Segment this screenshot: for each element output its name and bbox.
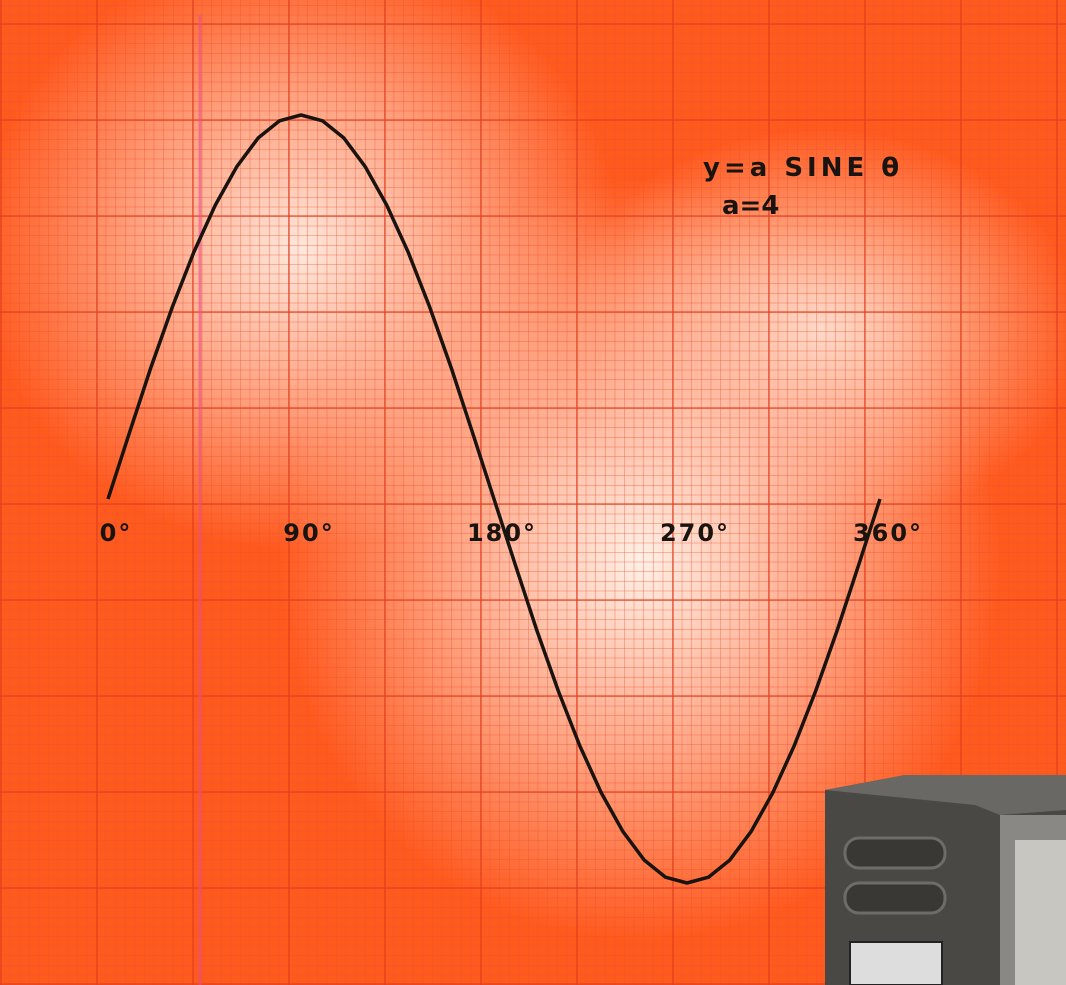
x-tick-label: 90°: [283, 519, 334, 547]
chart: y=a SINE θ a=4 0°90°180°270°360°: [0, 0, 1066, 985]
page: y=a SINE θ a=4 0°90°180°270°360° (() => …: [0, 0, 1066, 985]
device-photo: [825, 775, 1066, 985]
x-tick-label: 270°: [660, 519, 730, 547]
line: [108, 115, 880, 883]
annotation: a=4: [722, 191, 779, 221]
annotation: y=a SINE θ: [703, 153, 903, 183]
x-tick-label: 0°: [100, 519, 133, 547]
x-tick-label: 360°: [853, 519, 923, 547]
